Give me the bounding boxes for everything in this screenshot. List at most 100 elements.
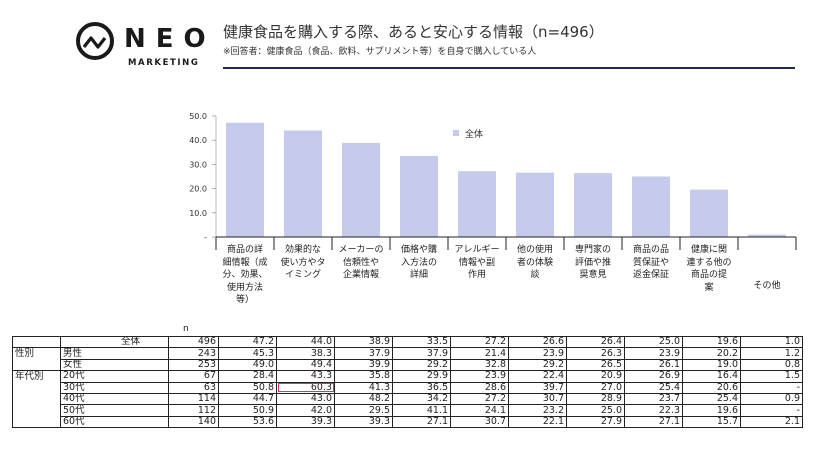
row-label: 20代 (60, 370, 169, 383)
table-cell: 23.2 (508, 404, 567, 417)
table-cell: 25.4 (624, 381, 683, 394)
table-cell: 38.3 (276, 347, 335, 360)
y-tick-label: 10.0 (189, 209, 207, 218)
row-label: 全体 (60, 335, 169, 349)
table-row: 50代 112 50.9 42.0 29.5 41.1 24.1 23.2 25.0 22.3 19… (12, 404, 803, 417)
row-label: 40代 (60, 392, 169, 406)
table-cell: 23.9 (508, 347, 567, 360)
table-cell: 15.7 (682, 415, 741, 429)
table-cell: 44.7 (218, 392, 277, 406)
bar (632, 176, 670, 237)
category-label-line: イミング (284, 270, 321, 280)
category-label: 他の使用 者の体験談 (507, 244, 563, 282)
y-tick-label: 40.0 (189, 136, 207, 145)
table-cell: 32.8 (450, 358, 509, 372)
row-n: 67 (168, 370, 219, 383)
table-cell: 26.6 (508, 335, 567, 349)
table-cell: 53.6 (218, 415, 277, 429)
table-cell: 24.1 (450, 404, 509, 417)
category-label-line: 商品の品 (632, 245, 669, 255)
category-label-line: 価格や購 (400, 245, 437, 255)
table-cell: 25.0 (566, 404, 625, 417)
category-label-line: メーカーの (338, 245, 384, 255)
table-row: 60代 140 53.6 39.3 39.3 27.1 30.7 22.1 27.9 27.1 15… (12, 415, 803, 429)
table-cell: 1.2 (740, 347, 803, 360)
table-cell: 29.9 (392, 370, 451, 383)
page-title: 健康食品を購入する際、あると安心する情報（n=496） (223, 23, 604, 41)
bar (400, 155, 438, 237)
table-cell: 39.7 (508, 381, 567, 394)
row-n: 114 (168, 392, 219, 406)
bar (284, 130, 322, 237)
bar-chart: - 10.0 20.0 30.0 40.0 50.0 全体 (189, 112, 797, 250)
table-cell: 23.9 (624, 347, 683, 360)
category-label-line: 効果的な (284, 245, 321, 255)
table-cell: 20.9 (566, 370, 625, 383)
row-label: 60代 (60, 415, 169, 429)
table-cell: 20.2 (682, 347, 741, 360)
row-group (12, 416, 61, 429)
row-n: 63 (168, 381, 219, 394)
row-group (12, 393, 61, 405)
table-cell: 49.0 (218, 358, 277, 372)
table-row: 40代 114 44.7 43.0 48.2 34.2 27.2 30.7 28.9 23.7 25… (12, 392, 803, 406)
table-row: 全体 496 47.2 44.0 38.9 33.5 27.2 26.6 26.4 25.0 19.… (12, 335, 803, 349)
category-label-line: 分、効果、 (222, 270, 268, 280)
category-label: 価格や購 入方法の 詳細 (391, 244, 447, 282)
table-cell: 22.4 (508, 370, 567, 383)
table-cell: 28.6 (450, 381, 509, 394)
category-label: メーカーの 信頼性や 企業情報 (333, 244, 389, 282)
row-n: 253 (168, 358, 219, 372)
table-cell: 19.6 (682, 335, 741, 349)
table-cell: 0.9 (740, 392, 803, 406)
category-label-line: 返金保証 (632, 270, 669, 280)
table-cell: 49.4 (276, 358, 335, 372)
table-row: 年代別 20代 67 28.4 43.3 35.8 29.9 23.9 22.4 20.9 26.9… (12, 370, 803, 383)
bar (748, 234, 786, 237)
category-label: 商品の品 質保証や 返金保証 (623, 244, 679, 282)
table-row: 性別 男性 243 45.3 38.3 37.9 37.9 21.4 23.9 26.3 23.9 2… (12, 347, 803, 360)
category-label: 専門家の 評価や推 奨意見 (565, 244, 621, 282)
row-n: 243 (168, 347, 219, 360)
category-label-line: 商品の詳 (226, 245, 263, 255)
category-label-line: アレルギー (454, 245, 500, 255)
table-cell: 30.7 (508, 392, 567, 406)
table-cell: 19.0 (682, 358, 741, 372)
table-cell: 60.3 (276, 381, 335, 394)
table-cell: 41.1 (392, 404, 451, 417)
category-label: 商品の詳 細情報（成 分、効果、 使用方法 等） (217, 244, 273, 307)
category-label-line: 健康に関 (690, 245, 727, 255)
table-cell: 27.2 (450, 335, 509, 349)
neo-marketing-logo: NEO MARKETING (76, 22, 216, 74)
category-label-line: 談 (530, 270, 540, 280)
table-cell: 37.9 (334, 347, 393, 360)
table-cell: 27.9 (566, 415, 625, 429)
table-cell: 19.6 (682, 404, 741, 417)
table-cell: 38.9 (334, 335, 393, 349)
category-label-line: 他の使用 (516, 245, 553, 255)
table-cell: 27.2 (450, 392, 509, 406)
bar (342, 142, 380, 237)
table-cell: 0.8 (740, 358, 803, 372)
legend-label: 全体 (465, 128, 483, 140)
table-cell: 1.5 (740, 370, 803, 383)
table-cell: 33.5 (392, 335, 451, 349)
table-cell: 29.2 (508, 358, 567, 372)
table-cell: 50.9 (218, 404, 277, 417)
category-label-line: 案 (704, 282, 714, 293)
table-cell: 27.1 (624, 415, 683, 429)
category-label-line: 者の体験 (516, 257, 553, 268)
table-cell: - (740, 404, 803, 417)
logo-brand: NEO (124, 24, 216, 54)
table-cell: 16.4 (682, 370, 741, 383)
y-tick-label: - (204, 233, 207, 242)
y-tick-label: 30.0 (189, 160, 207, 169)
y-tick-label: 20.0 (189, 185, 207, 194)
table-cell: 41.3 (334, 381, 393, 394)
table-cell: 35.8 (334, 370, 393, 383)
table-cell: 23.7 (624, 392, 683, 406)
table-cell: 43.3 (276, 370, 335, 383)
category-label-line: 企業情報 (342, 270, 379, 280)
table-cell: 27.1 (392, 415, 451, 429)
table-cell: 25.0 (624, 335, 683, 349)
